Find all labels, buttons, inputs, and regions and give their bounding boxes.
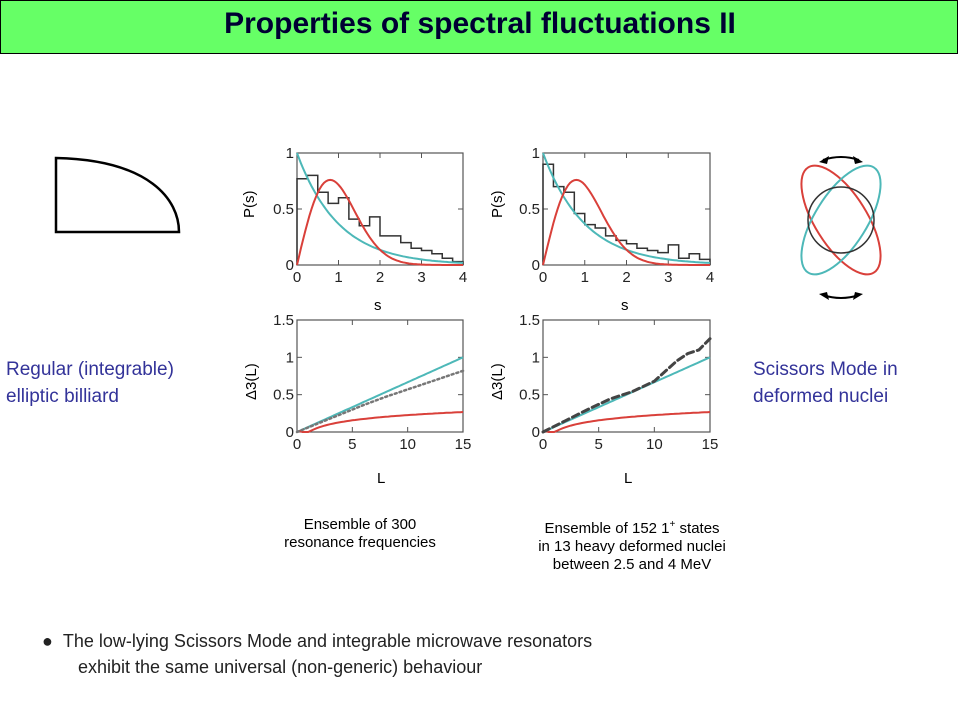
y-tick-label: 1 xyxy=(532,349,540,366)
y-tick-label: 1 xyxy=(286,145,294,162)
summary-note: ● The low-lying Scissors Mode and integr… xyxy=(42,628,592,680)
y-tick-label: 1.5 xyxy=(519,312,540,329)
caption-right: Ensemble of 152 1+ states in 13 heavy de… xyxy=(492,516,772,574)
page-title: Properties of spectral fluctuations II xyxy=(224,7,736,40)
summary-note-line1: ● The low-lying Scissors Mode and integr… xyxy=(42,628,592,654)
goe-curve xyxy=(296,411,464,433)
nucleus-cyan-ellipse xyxy=(800,164,882,276)
xlabel-ps-left: s xyxy=(374,297,382,314)
y-tick-label: 1 xyxy=(286,349,294,366)
plot-ps-right: 0 1 2 3 4 0 0.5 1 xyxy=(519,145,714,286)
y-tick-label: 0 xyxy=(286,424,294,441)
x-tick-label: 0 xyxy=(293,436,301,453)
poisson-curve xyxy=(296,152,464,264)
caption-right-line1: Ensemble of 152 1+ states xyxy=(492,516,772,538)
ylabel-ps-left: P(s) xyxy=(241,190,258,219)
y-tick-label: 0 xyxy=(286,257,294,274)
x-tick-label: 3 xyxy=(664,269,672,286)
lower-arrow-head-right xyxy=(853,292,863,300)
elliptic-billiard-shape xyxy=(54,156,181,234)
goe-curve xyxy=(542,411,711,433)
right-label: Scissors Mode in deformed nuclei xyxy=(753,356,898,410)
x-tick-label: 4 xyxy=(459,269,467,286)
upper-arrow-head-left xyxy=(819,156,829,164)
caption-right-line2: in 13 heavy deformed nuclei xyxy=(538,538,726,555)
nucleus-circle xyxy=(807,186,875,254)
ylabel-ps-right: P(s) xyxy=(489,190,506,219)
x-tick-label: 0 xyxy=(293,269,301,286)
plot-d3-right: 0 5 10 15 0 0.5 1 1.5 xyxy=(519,312,718,453)
plot-d3-left: 0 5 10 15 0 0.5 1 1.5 xyxy=(273,312,471,453)
left-label-line2: elliptic billiard xyxy=(6,386,119,407)
caption-left-line2: resonance frequencies xyxy=(284,534,436,551)
xlabel-d3-left: L xyxy=(377,470,386,487)
x-tick-label: 10 xyxy=(646,436,663,453)
caption-left-line1: Ensemble of 300 xyxy=(303,516,417,533)
nucleus-red-ellipse xyxy=(800,164,882,276)
x-tick-label: 1 xyxy=(581,269,589,286)
x-tick-label: 0 xyxy=(539,436,547,453)
plot-frame xyxy=(542,319,711,433)
left-label: Regular (integrable) elliptic billiard xyxy=(6,356,174,410)
caption-right-line1-sup: + xyxy=(669,519,676,530)
goe-curve xyxy=(542,178,710,266)
plot-frame xyxy=(296,319,464,433)
x-tick-label: 15 xyxy=(455,436,472,453)
poisson-curve xyxy=(542,152,711,264)
x-tick-label: 2 xyxy=(376,269,384,286)
y-tick-label: 0.5 xyxy=(273,387,294,404)
caption-right-line3: between 2.5 and 4 MeV xyxy=(552,556,712,573)
xlabel-d3-right: L xyxy=(624,470,633,487)
x-tick-label: 0 xyxy=(539,269,547,286)
bullet-icon: ● xyxy=(42,631,53,651)
goe-curve xyxy=(296,178,463,266)
y-tick-label: 0.5 xyxy=(519,387,540,404)
summary-note-text1: The low-lying Scissors Mode and integrab… xyxy=(62,631,593,651)
scissors-mode-diagram xyxy=(800,156,882,300)
x-tick-label: 5 xyxy=(594,436,602,453)
right-label-line1: Scissors Mode in xyxy=(753,359,898,380)
x-tick-label: 3 xyxy=(417,269,425,286)
upper-arrow-head-right xyxy=(853,156,863,164)
ylabel-d3-left: Δ3(L) xyxy=(243,363,260,400)
x-tick-label: 2 xyxy=(622,269,630,286)
ylabel-d3-right: Δ3(L) xyxy=(489,363,506,400)
histogram xyxy=(296,174,464,265)
plot-frame xyxy=(542,152,711,266)
y-tick-label: 0 xyxy=(532,424,540,441)
y-tick-label: 1 xyxy=(532,145,540,162)
x-tick-label: 15 xyxy=(702,436,719,453)
title-bar: Properties of spectral fluctuations II xyxy=(0,0,958,54)
right-label-line2: deformed nuclei xyxy=(753,386,889,407)
histogram xyxy=(542,163,711,265)
summary-note-line2: exhibit the same universal (non-generic)… xyxy=(78,657,483,677)
caption-left: Ensemble of 300 resonance frequencies xyxy=(255,516,465,552)
lower-arrow xyxy=(822,294,860,299)
caption-right-line1-post: states xyxy=(675,520,720,537)
y-tick-label: 0.5 xyxy=(519,201,540,218)
x-tick-label: 5 xyxy=(348,436,356,453)
plot-ps-left: 0 1 2 3 4 0 0.5 1 xyxy=(273,145,467,286)
data-curve xyxy=(295,369,465,434)
caption-right-line1-pre: Ensemble of 152 1 xyxy=(544,520,670,537)
x-tick-label: 4 xyxy=(706,269,714,286)
xlabel-ps-right: s xyxy=(621,297,629,314)
y-tick-label: 1.5 xyxy=(273,312,294,329)
lower-arrow-head-left xyxy=(819,292,829,300)
x-tick-label: 10 xyxy=(399,436,416,453)
x-tick-label: 1 xyxy=(334,269,342,286)
plot-frame xyxy=(296,152,464,266)
y-tick-label: 0.5 xyxy=(273,201,294,218)
data-curve xyxy=(541,337,712,434)
y-tick-label: 0 xyxy=(532,257,540,274)
left-label-line1: Regular (integrable) xyxy=(6,359,174,380)
